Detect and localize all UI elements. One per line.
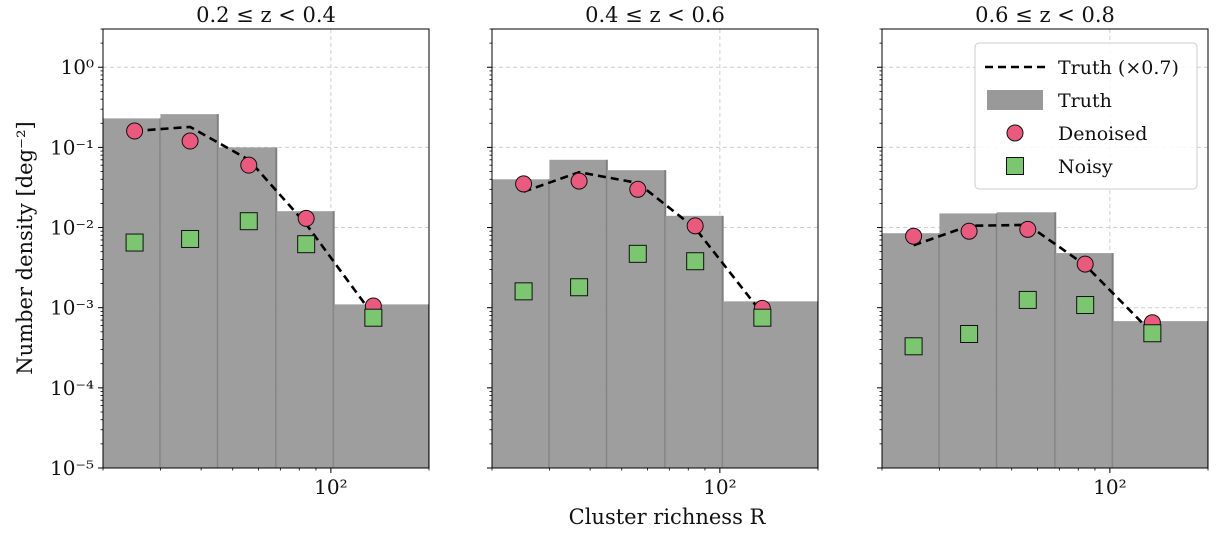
noisy-point — [753, 308, 772, 327]
truth-bars — [492, 159, 818, 468]
panel-title: 0.6 ≤ z < 0.8 — [975, 3, 1115, 27]
denoised-point — [515, 175, 533, 193]
x-axis-label: Cluster richness R — [569, 505, 767, 529]
legend-pink-circle-icon — [1006, 124, 1024, 142]
truth-bar — [103, 118, 161, 468]
denoised-point — [126, 122, 144, 140]
noisy-point — [181, 229, 200, 248]
truth-bar — [996, 212, 1056, 468]
truth-bars — [103, 114, 429, 468]
noisy-point — [1076, 296, 1095, 315]
truth-bar — [1112, 321, 1208, 468]
legend-box — [974, 42, 1198, 190]
noisy-point — [364, 308, 383, 327]
y-axis-label: Number density [deg⁻²] — [13, 121, 37, 374]
denoised-point — [1019, 220, 1037, 238]
y-tick-label: 10⁻² — [50, 216, 94, 240]
y-tick-label: 10⁻³ — [50, 296, 94, 320]
legend-label: Denoised — [1058, 123, 1147, 145]
noisy-point — [570, 278, 589, 297]
truth-bar — [606, 170, 666, 468]
truth-bar — [276, 211, 334, 468]
denoised-point — [181, 132, 199, 150]
truth-bar — [333, 304, 429, 468]
legend-gray-patch-icon — [987, 90, 1043, 110]
noisy-point — [960, 324, 979, 343]
y-tick-label: 10⁻¹ — [50, 135, 94, 159]
truth-bar — [217, 147, 277, 468]
y-tick-label: 10⁻⁴ — [50, 376, 94, 400]
legend-label: Truth (×0.7) — [1058, 57, 1179, 79]
panel-2: 10² 0.4 ≤ z < 0.6 — [487, 3, 819, 499]
truth-bar — [160, 114, 218, 468]
denoised-point — [960, 222, 978, 240]
y-tick-label: 10⁰ — [61, 55, 94, 79]
legend: Truth (×0.7) Truth Denoised Noisy — [974, 42, 1198, 190]
panel-title: 0.2 ≤ z < 0.4 — [196, 3, 336, 27]
noisy-point — [1018, 290, 1037, 309]
denoised-point — [1076, 255, 1094, 273]
x-tick-label: 10² — [703, 475, 736, 499]
truth-bar — [722, 301, 818, 468]
legend-green-square-icon — [1006, 157, 1024, 175]
axes-frame — [102, 28, 430, 469]
axes-frame — [881, 28, 1209, 469]
noisy-point — [1143, 324, 1162, 343]
panel-title: 0.4 ≤ z < 0.6 — [585, 3, 725, 27]
truth-bar — [1055, 253, 1113, 468]
denoised-point — [240, 156, 258, 174]
x-tick-label: 10² — [314, 475, 347, 499]
truth-bar — [549, 159, 607, 468]
panel-1: 10² 10⁻⁵ 10⁻⁴ 10⁻³ 10⁻² 10⁻¹ 10⁰ 0.2 ≤ z < 0.4 — [50, 3, 430, 499]
denoised-point — [297, 209, 315, 227]
x-tick-label: 10² — [1093, 475, 1126, 499]
noisy-point — [125, 233, 144, 252]
noisy-point — [239, 212, 258, 231]
axes-frame — [491, 28, 819, 469]
noisy-point — [297, 235, 316, 254]
denoised-point — [905, 227, 923, 245]
denoised-point — [570, 172, 588, 190]
y-tick-label: 10⁻⁵ — [50, 456, 94, 480]
truth-bar — [492, 179, 550, 468]
denoised-point — [629, 180, 647, 198]
noisy-point — [686, 252, 705, 271]
noisy-point — [514, 282, 533, 301]
legend-label: Noisy — [1058, 156, 1113, 178]
noisy-point — [628, 244, 647, 263]
denoised-point — [686, 217, 704, 235]
legend-label: Truth — [1058, 90, 1112, 112]
panel-3: 10² 0.6 ≤ z < 0.8 — [877, 3, 1209, 499]
noisy-point — [904, 337, 923, 356]
